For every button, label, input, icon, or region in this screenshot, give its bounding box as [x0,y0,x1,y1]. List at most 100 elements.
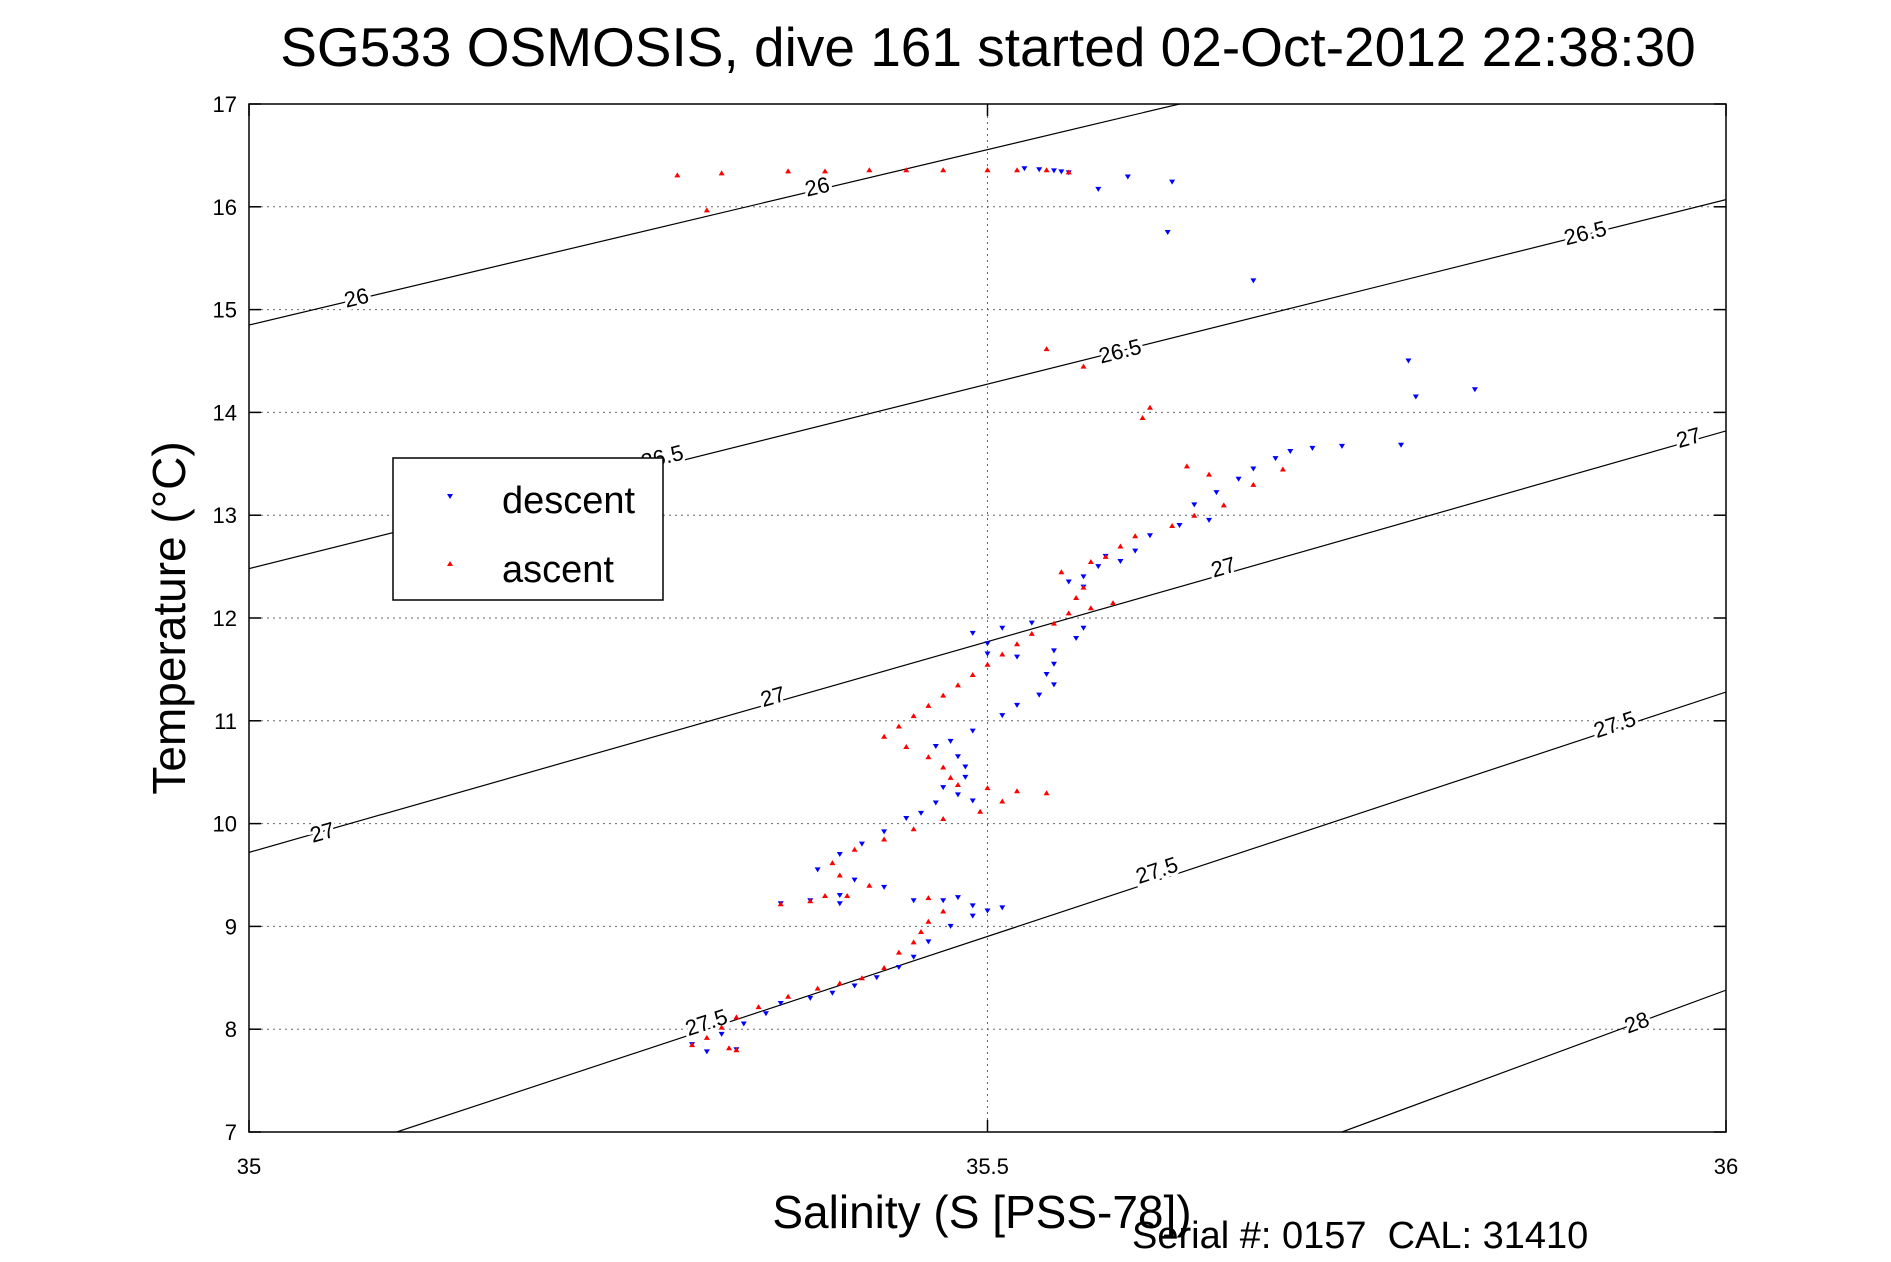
ascent-point [954,682,961,688]
ascent-point [1080,584,1087,590]
y-tick-label: 8 [225,1017,237,1042]
y-tick-label: 15 [213,298,237,323]
ascent-point [1146,404,1153,410]
descent-point [1050,168,1057,174]
descent-point [1146,533,1153,539]
ascent-point [903,744,910,749]
descent-point [969,913,976,919]
ascent-point [940,167,947,173]
descent-point [999,905,1006,911]
ascent-point [807,898,814,904]
descent-point [1014,654,1021,660]
contour-label: 27 [1208,552,1238,583]
ascent-point [858,975,865,981]
ascent-point [1014,788,1021,794]
descent-point [895,965,902,971]
ascent-point [925,754,932,760]
legend-label-ascent: ascent [502,549,614,591]
descent-point [1124,174,1131,180]
descent-point [1169,179,1176,185]
axis-ticks [248,103,1727,1133]
ascent-point [918,929,925,935]
descent-point [940,785,947,791]
ascent-point [903,167,910,173]
descent-point [1014,702,1021,708]
descent-point [1287,448,1294,454]
ascent-point [940,764,947,770]
ascent-point [1065,169,1072,175]
descent-point [1338,443,1345,449]
descent-point [954,754,961,760]
y-tick-label: 12 [213,606,237,631]
descent-point [910,954,917,960]
ascent-point [1050,620,1057,626]
legend-box [392,457,664,601]
contour-label: 26 [342,283,372,313]
descent-point [1080,625,1087,631]
ascent-point [1065,610,1072,616]
descent-point [777,1001,784,1006]
ascent-point [984,661,991,667]
ascent-point [977,808,984,814]
descent-point [1164,230,1171,235]
ascent-point [718,170,725,176]
descent-point [969,798,976,804]
ascent-point [851,846,858,852]
legend-marker-ascent [447,561,453,566]
descent-point [1058,169,1065,175]
ascent-point [925,918,932,924]
ascent-point [836,980,843,986]
contour-line-27-5 [396,691,1726,1132]
ascent-point [910,713,917,719]
ascent-point [1014,641,1021,647]
x-tick-label: 35.5 [966,1154,1009,1179]
ascent-point [726,1045,733,1051]
ascent-point [1110,600,1117,606]
ascent-point [925,895,932,901]
descent-point [836,893,843,899]
descent-point [962,774,969,780]
ascent-point [999,798,1006,804]
y-tick-label: 16 [213,195,237,220]
descent-point [1036,692,1043,698]
descent-point [858,841,865,847]
descent-point [969,728,976,734]
x-tick-label: 36 [1714,1154,1738,1179]
contour-label: 26.5 [1096,334,1144,369]
descent-point [1250,466,1257,472]
descent-point [932,744,939,749]
data-series [674,166,1478,1055]
ascent-point [1132,533,1139,539]
descent-point [881,884,888,890]
legend-marker-descent [447,494,453,499]
ascent-point [1043,790,1050,796]
y-tick-label: 13 [213,503,237,528]
ascent-point [1279,466,1286,472]
descent-point [1080,574,1087,580]
ascent-point [822,893,829,899]
y-tick-label: 11 [214,709,237,734]
descent-point [999,625,1006,631]
contour-label: 27.5 [1590,706,1639,743]
descent-point [1043,672,1050,678]
descent-point [1191,502,1198,508]
y-tick-label: 17 [213,92,237,117]
descent-point [1272,456,1279,462]
descent-point [1471,387,1478,393]
ascent-point [785,993,792,999]
descent-point [1235,476,1242,482]
ascent-point [674,172,681,178]
ascent-point [733,1047,740,1053]
ascent-point [895,723,902,729]
ascent-point [940,692,947,698]
contour-line-26 [249,104,1180,326]
series-ascent [674,167,1286,1053]
ascent-point [1043,346,1050,352]
contour-label: 27 [758,681,788,712]
ascent-point [814,985,821,991]
ascent-point [999,651,1006,657]
ascent-point [1080,363,1087,369]
series-descent [689,166,1478,1055]
ascent-point [1043,167,1050,173]
